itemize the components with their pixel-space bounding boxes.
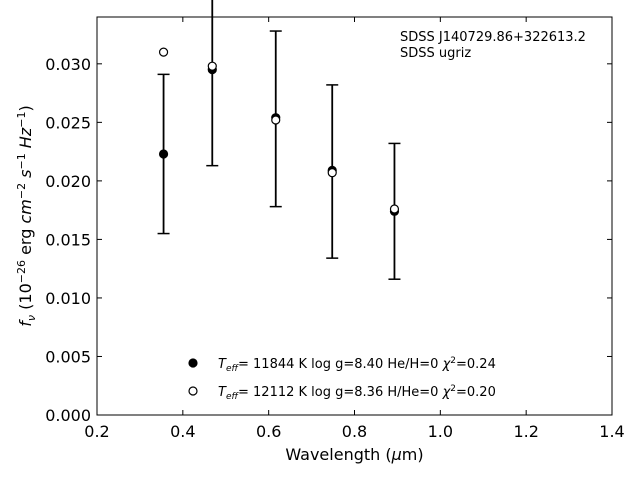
x-tick-label: 0.4 [170,422,195,441]
x-tick-label: 0.2 [84,422,109,441]
legend-marker-filled [188,358,198,368]
y-tick-label: 0.015 [45,230,91,249]
model-point-open [158,47,169,57]
y-tick-label: 0.030 [45,55,91,74]
y-axis-label: fν (10−26 erg cm−2 s−1 Hz−1) [15,105,38,326]
legend-entry-label: Teff= 12112 K log g=8.36 H/He=0 χ2=0.20 [218,384,496,402]
x-tick-label: 0.8 [342,422,367,441]
x-tick-label: 1.4 [599,422,624,441]
x-tick-label: 1.2 [513,422,538,441]
model-point-open [207,61,217,71]
model-point-open [389,204,400,214]
y-tick-label: 0.025 [45,113,91,132]
model-point-open [327,168,337,178]
plot-frame [96,16,613,416]
data-markers [158,47,400,216]
y-tick-label: 0.010 [45,289,91,308]
filter-system-annotation: SDSS ugriz [400,46,471,61]
y-tick-label: 0.020 [45,172,91,191]
model-point-filled [158,149,169,159]
model-point-open [271,115,281,125]
y-tick-label: 0.005 [45,347,91,366]
object-name-annotation: SDSS J140729.86+322613.2 [400,30,586,45]
error-bars [157,0,401,280]
x-axis-label: Wavelength (μm) [285,445,423,464]
x-tick-label: 1.0 [428,422,453,441]
legend: Teff= 11844 K log g=8.40 He/H=0 χ2=0.24 T… [188,356,496,402]
legend-entry-label: Teff= 11844 K log g=8.40 He/H=0 χ2=0.24 [218,356,496,374]
y-tick-label: 0.000 [45,406,91,425]
x-tick-label: 0.6 [256,422,281,441]
ticks: 0.2 0.4 0.6 0.8 1.0 1.2 1.4 0.000 0.005 0.010 0.01… [45,17,625,441]
legend-marker-open [188,386,198,396]
